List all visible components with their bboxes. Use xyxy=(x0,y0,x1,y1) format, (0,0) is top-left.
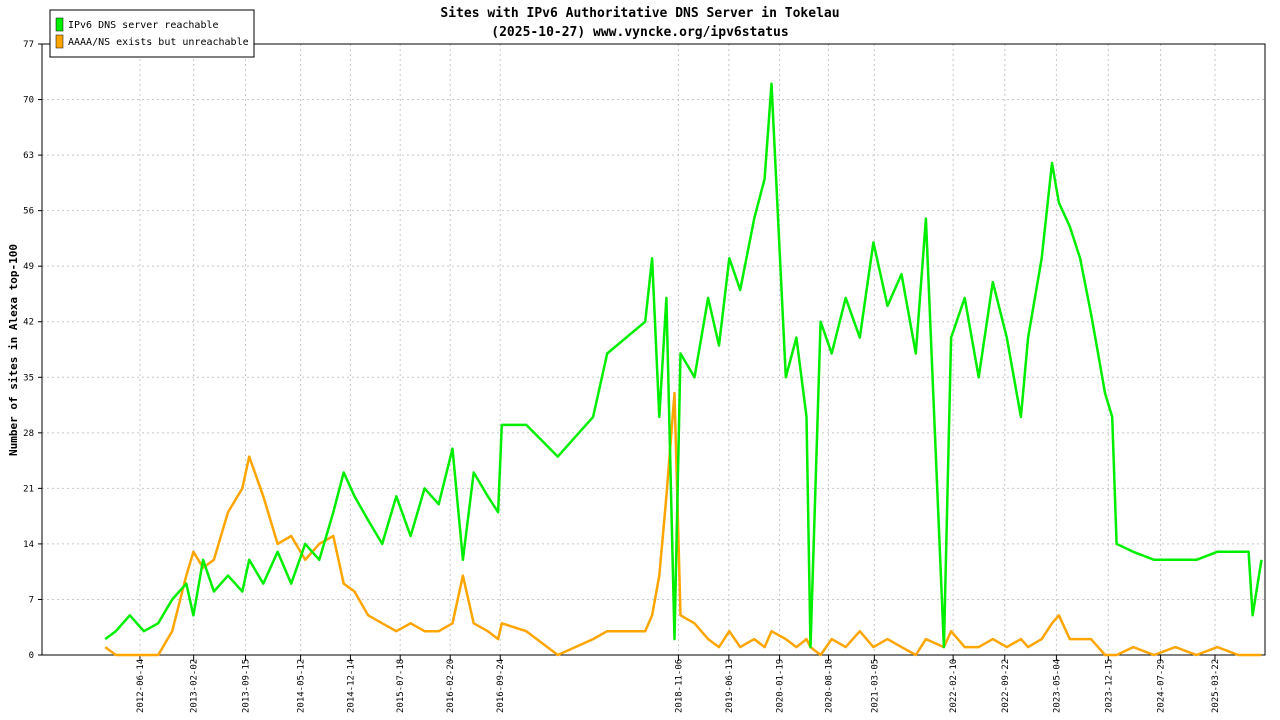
x-tick-label: 2024-07-29 xyxy=(1157,659,1167,713)
y-tick-label: 42 xyxy=(23,318,34,328)
x-tick-label: 2025-03-22 xyxy=(1211,659,1221,713)
x-tick-label: 2021-03-05 xyxy=(870,659,880,713)
x-tick-label: 2013-09-15 xyxy=(242,659,252,713)
y-tick-label: 7 xyxy=(29,595,34,605)
y-tick-label: 56 xyxy=(23,207,34,217)
legend-label: IPv6 DNS server reachable xyxy=(68,20,219,31)
x-tick-label: 2013-02-02 xyxy=(190,659,200,713)
legend-box xyxy=(49,9,255,58)
x-tick-label: 2014-05-12 xyxy=(297,659,307,713)
x-tick-label: 2016-09-24 xyxy=(496,659,506,713)
x-tick-label: 2022-09-22 xyxy=(1001,659,1011,713)
y-tick-label: 28 xyxy=(23,429,34,439)
x-tick-label: 2016-02-20 xyxy=(446,659,456,713)
legend-swatch xyxy=(55,17,64,32)
y-tick-label: 14 xyxy=(23,540,34,550)
y-tick-label: 35 xyxy=(23,373,34,383)
x-tick-label: 2018-11-06 xyxy=(674,659,684,713)
x-tick-label: 2015-07-18 xyxy=(396,659,406,713)
chart-title: Sites with IPv6 Authoritative DNS Server… xyxy=(440,6,839,21)
y-tick-label: 49 xyxy=(23,262,34,272)
x-tick-label: 2014-12-14 xyxy=(346,659,356,713)
x-tick-label: 2019-06-13 xyxy=(725,659,735,713)
data-line xyxy=(104,82,1263,649)
y-axis-label: Number of sites in Alexa top-100 xyxy=(7,244,20,456)
y-tick-label: 21 xyxy=(23,484,34,494)
data-line xyxy=(104,391,1262,657)
plot-frame xyxy=(41,43,1266,656)
x-tick-label: 2012-06-14 xyxy=(136,659,146,713)
x-tick-label: 2023-12-15 xyxy=(1104,659,1114,713)
y-tick-label: 70 xyxy=(23,96,34,106)
y-tick-label: 0 xyxy=(29,651,34,661)
legend-swatch xyxy=(55,34,64,49)
x-tick-label: 2020-01-19 xyxy=(776,659,786,713)
x-tick-label: 2020-08-18 xyxy=(824,659,834,713)
y-tick-label: 63 xyxy=(23,151,34,161)
chart-subtitle: (2025-10-27) www.vyncke.org/ipv6status xyxy=(491,25,788,40)
x-tick-label: 2023-05-04 xyxy=(1052,659,1062,713)
legend-label: AAAA/NS exists but unreachable xyxy=(68,37,249,48)
x-tick-label: 2022-02-10 xyxy=(949,659,959,713)
y-tick-label: 77 xyxy=(23,40,34,50)
